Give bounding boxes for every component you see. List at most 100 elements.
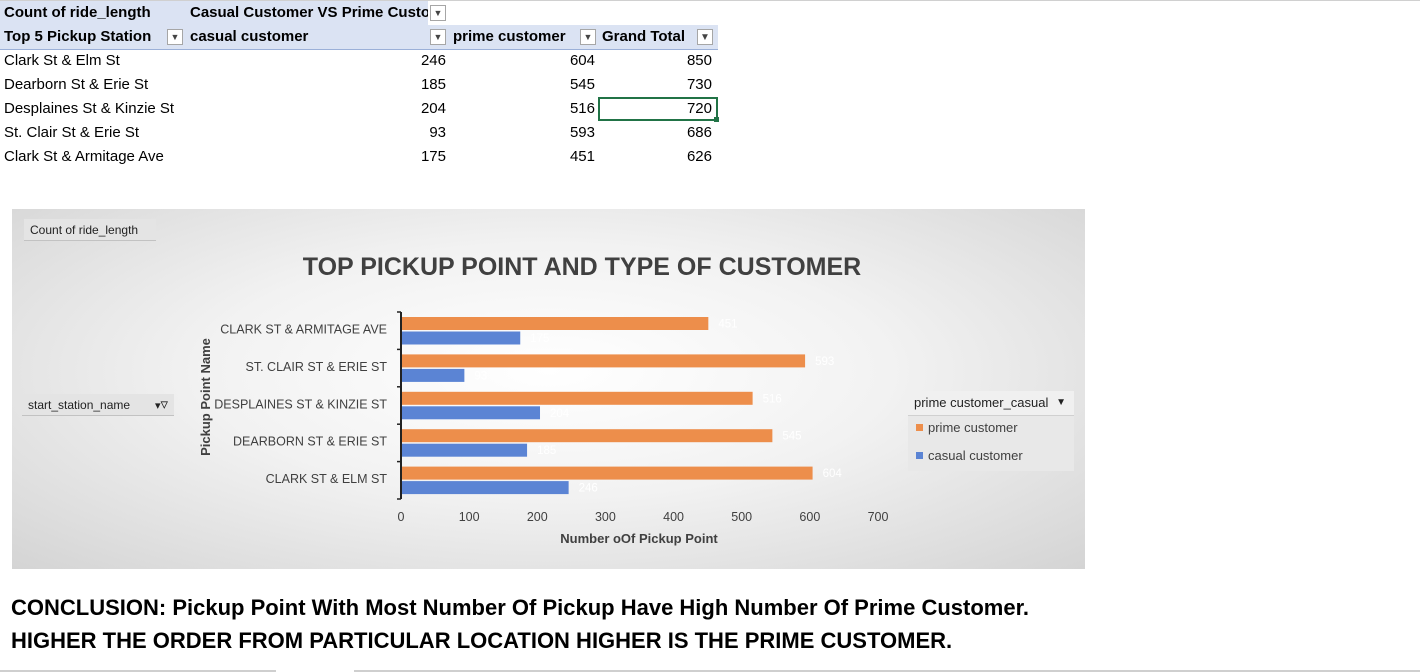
y-axis-title: Pickup Point Name: [198, 338, 213, 456]
x-tick-label: 300: [595, 510, 616, 524]
selection-fill-handle[interactable]: [714, 117, 719, 122]
legend-label-prime: prime customer: [928, 420, 1018, 435]
casual-count-cell[interactable]: 93: [429, 124, 446, 141]
category-label: DEARBORN ST & ERIE ST: [233, 435, 387, 449]
pivot-col-prime-header[interactable]: prime customer: [450, 25, 600, 49]
data-label-casual: 93: [474, 370, 487, 382]
x-tick-label: 0: [398, 510, 405, 524]
legend-field-button[interactable]: prime customer_casual ▼: [908, 391, 1074, 416]
x-tick-label: 400: [663, 510, 684, 524]
sheet-top-border: [0, 0, 1420, 1]
legend-field-label: prime customer_casual: [914, 395, 1049, 410]
value-field-button[interactable]: Count of ride_length: [24, 219, 156, 241]
row-field-dropdown-button[interactable]: ▼: [167, 29, 183, 45]
x-tick-label: 100: [459, 510, 480, 524]
conclusion-line-2: HIGHER THE ORDER FROM PARTICULAR LOCATIO…: [11, 628, 953, 653]
filter-icon: ▼: [700, 32, 710, 43]
chart-legend: prime customer_casual ▼ prime customer c…: [908, 391, 1074, 471]
axis-field-button[interactable]: start_station_name ▾▿: [22, 394, 174, 416]
prime-count-cell[interactable]: 593: [569, 124, 595, 141]
x-axis-title: Number oOf Pickup Point: [560, 531, 718, 546]
x-tick-label: 700: [868, 510, 889, 524]
dropdown-arrow-icon[interactable]: ▼: [1056, 397, 1066, 408]
prime-count-cell[interactable]: 451: [569, 148, 595, 165]
data-label-prime: 451: [718, 319, 737, 331]
data-label-casual: 175: [530, 333, 549, 345]
data-label-prime: 545: [782, 431, 801, 443]
grand-total-cell[interactable]: 730: [686, 76, 712, 93]
bar-casual-customer: [402, 481, 569, 495]
casual-column-dropdown-button[interactable]: ▼: [430, 29, 446, 45]
data-label-casual: 185: [537, 445, 556, 457]
category-label: ST. CLAIR ST & ERIE ST: [246, 360, 388, 374]
pivot-column-field-label[interactable]: Casual Customer VS Prime Custo: [188, 1, 428, 25]
bar-prime-customer: [402, 466, 813, 480]
x-tick-label: 500: [731, 510, 752, 524]
pivot-measure-label[interactable]: Count of ride_length: [0, 1, 188, 25]
category-label: CLARK ST & ELM ST: [266, 472, 388, 486]
station-cell[interactable]: Clark St & Elm St: [4, 52, 120, 69]
bar-prime-customer: [402, 317, 709, 330]
dropdown-arrow-icon: ▼: [583, 32, 593, 42]
legend-item-casual[interactable]: casual customer: [916, 447, 1023, 465]
sheet-bottom-border-right: [354, 670, 1420, 672]
data-label-prime: 516: [763, 393, 782, 405]
pivot-row-field-label[interactable]: Top 5 Pickup Station: [0, 25, 188, 49]
casual-count-cell[interactable]: 185: [420, 76, 446, 93]
data-label-casual: 204: [550, 408, 570, 420]
legend-item-prime[interactable]: prime customer: [916, 419, 1018, 437]
bar-casual-customer: [402, 331, 521, 345]
station-cell[interactable]: Desplaines St & Kinzie St: [4, 100, 175, 117]
pivot-col-casual-header[interactable]: casual customer: [188, 25, 450, 49]
column-field-dropdown-button[interactable]: ▼: [430, 5, 446, 21]
bar-casual-customer: [402, 406, 541, 420]
conclusion-line-1: CONCLUSION: Pickup Point With Most Numbe…: [11, 595, 1030, 620]
prime-count-cell[interactable]: 545: [569, 76, 595, 93]
table-row: Clark St & Elm St 246 604 850: [0, 49, 718, 73]
prime-column-dropdown-button[interactable]: ▼: [580, 29, 596, 45]
legend-swatch-prime: [916, 424, 923, 431]
x-tick-label: 200: [527, 510, 548, 524]
casual-count-cell[interactable]: 204: [420, 100, 446, 117]
prime-count-cell[interactable]: 604: [569, 52, 595, 69]
dropdown-arrow-icon: ▼: [433, 8, 443, 18]
pivot-header-row-1: Count of ride_length Casual Customer VS …: [0, 1, 718, 25]
bar-prime-customer: [402, 354, 806, 368]
grand-total-cell[interactable]: 850: [686, 52, 712, 69]
grand-total-cell[interactable]: 626: [686, 148, 712, 165]
table-row: St. Clair St & Erie St 93 593 686: [0, 121, 718, 145]
station-cell[interactable]: Dearborn St & Erie St: [4, 76, 149, 93]
dropdown-arrow-icon: ▼: [170, 32, 180, 42]
legend-label-casual: casual customer: [928, 448, 1023, 463]
data-label-prime: 593: [815, 356, 834, 368]
sheet-bottom-border-left: [0, 670, 276, 672]
bar-casual-customer: [402, 443, 528, 457]
chart-title: TOP PICKUP POINT AND TYPE OF CUSTOMER: [302, 253, 862, 281]
pivot-chart[interactable]: Count of ride_length TOP PICKUP POINT AN…: [12, 209, 1085, 569]
prime-count-cell[interactable]: 516: [569, 100, 595, 117]
casual-count-cell[interactable]: 175: [420, 148, 446, 165]
station-cell[interactable]: Clark St & Armitage Ave: [4, 148, 164, 165]
table-row: Dearborn St & Erie St 185 545 730: [0, 73, 718, 97]
bar-prime-customer: [402, 391, 753, 405]
casual-count-cell[interactable]: 246: [420, 52, 446, 69]
dropdown-arrow-icon: ▼: [433, 32, 443, 42]
table-row: Clark St & Armitage Ave 175 451 626: [0, 145, 718, 169]
x-tick-label: 600: [799, 510, 820, 524]
filter-icon[interactable]: ▾▿: [154, 396, 168, 413]
station-cell[interactable]: St. Clair St & Erie St: [4, 124, 140, 141]
pivot-table: Count of ride_length Casual Customer VS …: [0, 0, 719, 170]
pivot-header-row-2: Top 5 Pickup Station ▼ casual customer ▼…: [0, 25, 718, 50]
chart-plot-area: Pickup Point Name Number oOf Pickup Poin…: [198, 311, 889, 546]
axis-field-label: start_station_name: [28, 398, 131, 412]
data-label-prime: 604: [823, 468, 843, 480]
data-label-casual: 246: [579, 483, 598, 495]
grand-total-filter-button[interactable]: ▼: [697, 29, 713, 45]
grand-total-cell[interactable]: 686: [686, 124, 712, 141]
bar-casual-customer: [402, 368, 465, 382]
grand-total-cell[interactable]: 720: [598, 97, 718, 121]
legend-swatch-casual: [916, 452, 923, 459]
category-label: DESPLAINES ST & KINZIE ST: [214, 397, 387, 411]
bar-prime-customer: [402, 429, 773, 443]
table-row: Desplaines St & Kinzie St 204 516 720: [0, 97, 719, 122]
